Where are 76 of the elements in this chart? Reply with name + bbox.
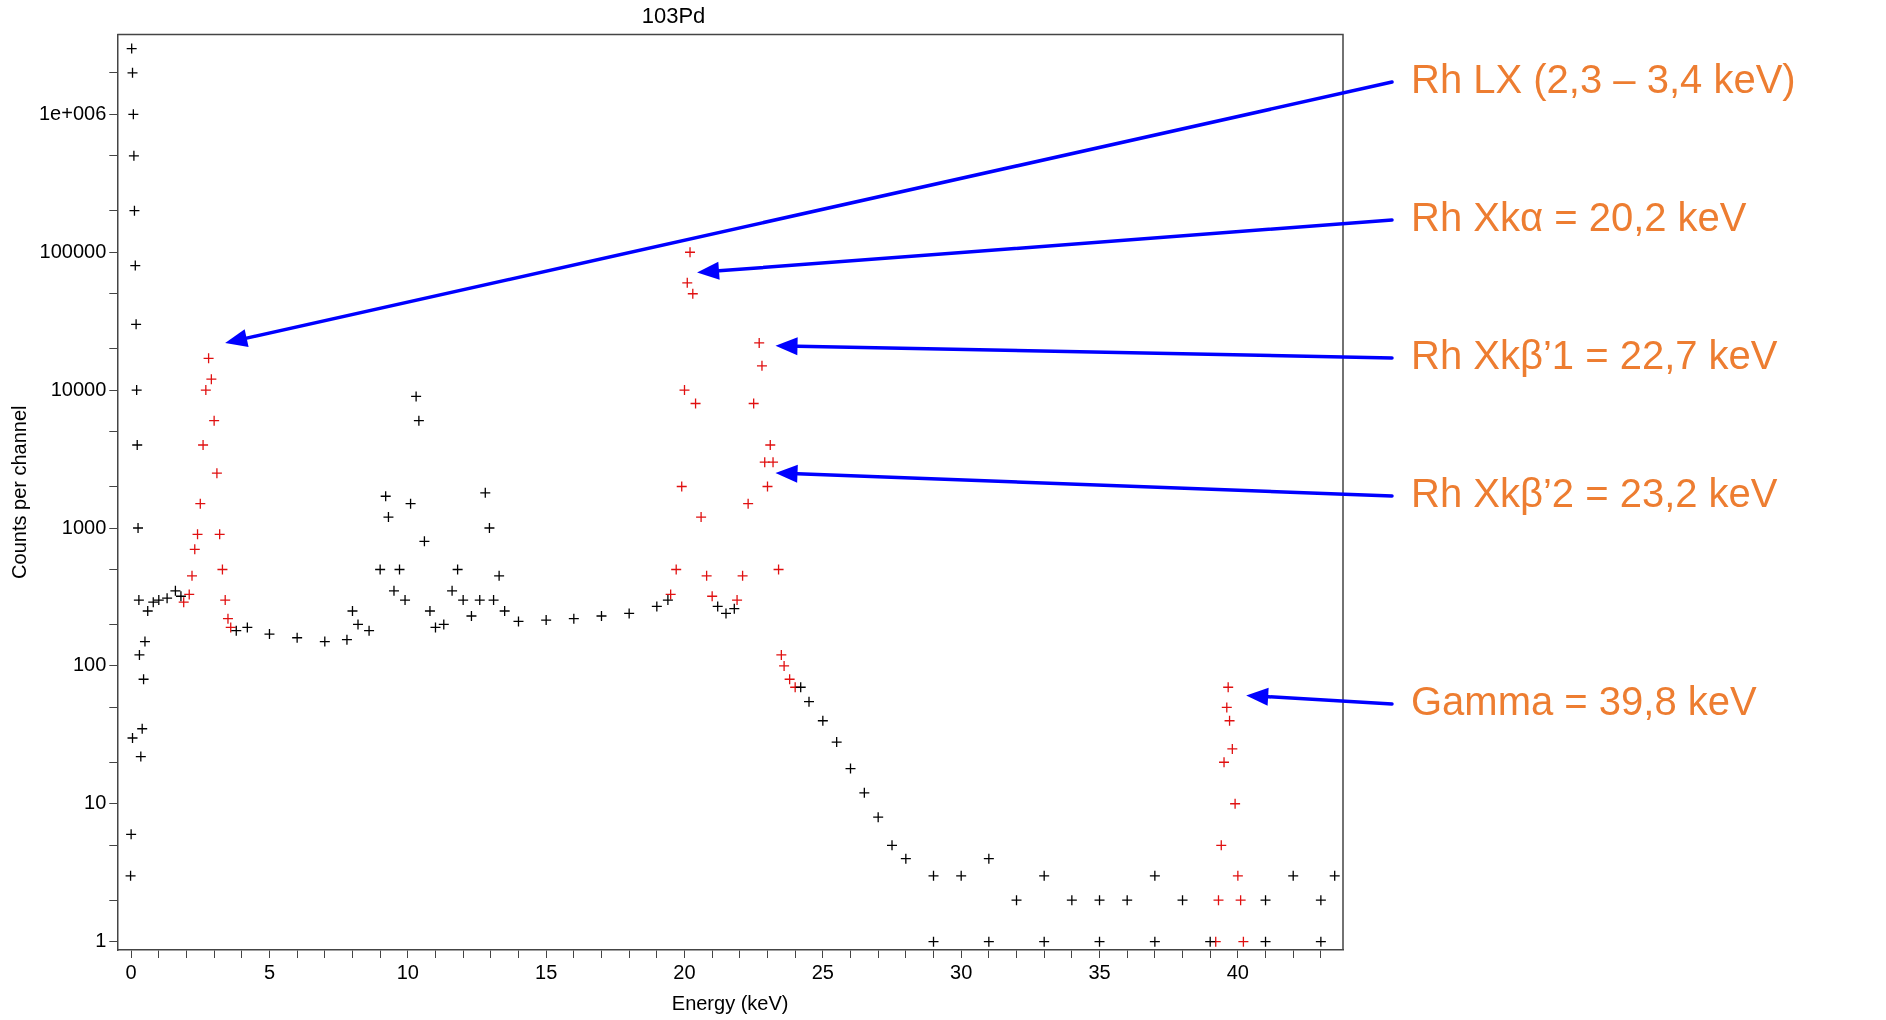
point <box>684 246 696 258</box>
point <box>205 373 218 385</box>
point <box>1223 715 1236 727</box>
point <box>767 456 779 468</box>
point <box>731 594 743 606</box>
text: Rh Xkα = 20,2 keV <box>1411 195 1747 240</box>
point <box>189 543 201 556</box>
point <box>670 563 682 576</box>
point <box>216 563 229 576</box>
x-tick-label: 15 <box>535 960 558 983</box>
point <box>214 528 226 540</box>
point <box>1218 756 1230 768</box>
x-tick-label: 10 <box>396 960 419 983</box>
point <box>225 621 237 634</box>
point <box>706 590 718 602</box>
point <box>197 439 209 451</box>
point <box>772 563 785 576</box>
x-axis-title: Energy (keV) <box>671 991 789 1014</box>
point <box>676 480 688 493</box>
point <box>778 660 790 672</box>
y-tick-label: 10 <box>84 791 107 814</box>
point <box>1212 894 1225 906</box>
point <box>191 528 204 540</box>
y-tick-label: 1000 <box>61 515 107 538</box>
point <box>211 467 223 479</box>
y-axis-title: Counts per channel <box>7 405 30 579</box>
y-tick-label: 1e+006 <box>39 101 107 124</box>
point <box>1234 894 1247 906</box>
text: Rh LX (2,3 – 3,4 keV) <box>1411 57 1796 102</box>
point <box>695 511 707 523</box>
point <box>219 594 231 606</box>
point <box>1226 743 1238 755</box>
x-tick-label: 0 <box>125 960 137 983</box>
point <box>700 570 713 582</box>
point <box>208 415 220 427</box>
point <box>775 649 787 661</box>
point <box>1237 936 1250 948</box>
chart-title: 103Pd <box>641 3 706 29</box>
y-tick-label: 100 <box>72 653 107 676</box>
y-tick-label: 10000 <box>50 377 107 400</box>
point <box>194 498 206 510</box>
point <box>748 397 760 410</box>
y-tick-label: 1 <box>95 929 107 952</box>
x-tick-label: 30 <box>950 960 973 983</box>
x-tick-label: 20 <box>673 960 696 983</box>
point <box>1229 798 1241 810</box>
point <box>756 360 768 372</box>
point <box>200 384 212 396</box>
point <box>761 480 774 493</box>
x-tick-label: 40 <box>1226 960 1249 983</box>
point <box>742 498 754 510</box>
point <box>1232 870 1244 882</box>
x-tick-label: 35 <box>1088 960 1111 983</box>
text: Gamma = 39,8 keV <box>1411 679 1758 724</box>
point <box>764 439 776 451</box>
point <box>186 570 198 582</box>
point <box>1221 701 1233 714</box>
point <box>1215 839 1227 851</box>
point <box>665 588 677 601</box>
x-tick-label: 5 <box>263 960 276 983</box>
point <box>736 570 749 582</box>
point <box>687 288 699 300</box>
text: Rh Xkβ’2 = 23,2 keV <box>1411 471 1778 516</box>
point <box>202 352 215 364</box>
point <box>678 384 691 396</box>
y-tick-label: 100000 <box>39 239 107 262</box>
text: Rh Xkβ’1 = 22,7 keV <box>1411 333 1778 378</box>
point <box>1222 681 1234 693</box>
point <box>183 588 195 601</box>
point <box>689 397 702 410</box>
x-tick-label: 25 <box>811 960 834 983</box>
point <box>759 456 771 468</box>
point <box>178 596 190 608</box>
point <box>753 337 765 349</box>
point <box>222 613 234 625</box>
point <box>681 277 693 289</box>
